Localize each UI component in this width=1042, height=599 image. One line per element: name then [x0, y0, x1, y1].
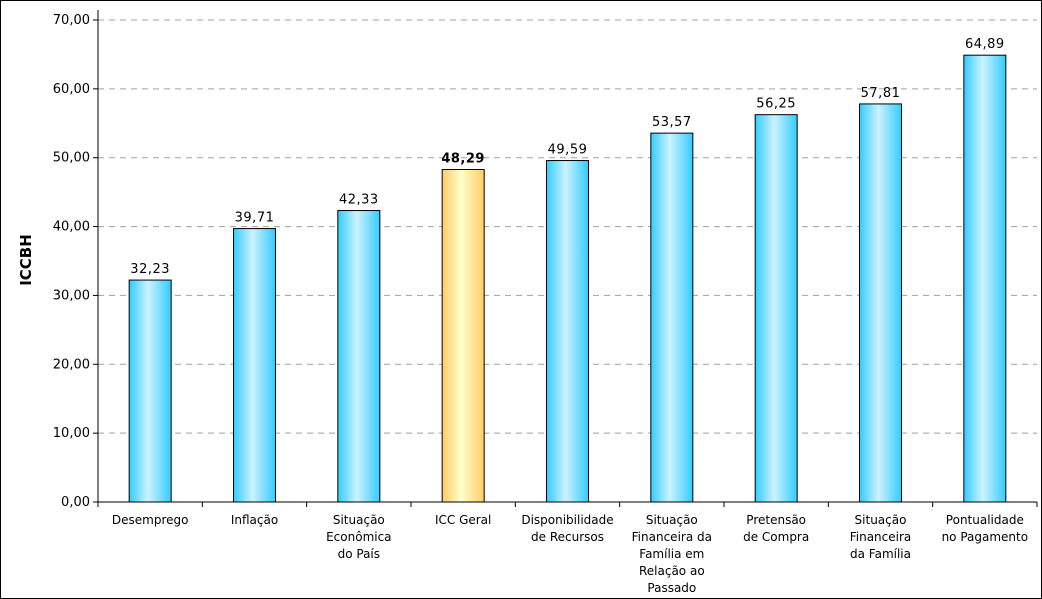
bar: [546, 160, 589, 503]
y-tick-label: 70,00: [53, 13, 90, 28]
x-tick-label: Pontualidade no Pagamento: [942, 513, 1029, 544]
bar: [337, 210, 381, 503]
data-label: 49,59: [548, 143, 588, 158]
y-tick-label: 60,00: [53, 82, 90, 97]
bar: [233, 228, 276, 503]
y-tick-label: 50,00: [53, 151, 90, 166]
bar-highlight: [441, 168, 485, 503]
x-tick-label: Pretensão de Compra: [743, 513, 809, 544]
y-tick-label: 30,00: [53, 288, 90, 303]
x-tick-label: Situação Financeira da Família em Relação a…: [632, 513, 712, 595]
data-label: 48,29: [441, 151, 485, 166]
data-label: 39,71: [235, 211, 275, 226]
data-label: 42,33: [339, 193, 379, 208]
y-tick-label: 0,00: [61, 495, 90, 510]
x-tick-label: ICC Geral: [435, 513, 491, 527]
data-label: 57,81: [861, 86, 901, 101]
bar: [128, 279, 172, 503]
bar: [650, 132, 694, 503]
bar: [859, 103, 902, 503]
x-tick-label: Desemprego: [112, 513, 189, 527]
data-label: 32,23: [130, 262, 170, 277]
x-tick-label: Inflação: [231, 513, 278, 527]
bar: [754, 114, 798, 503]
bar: [963, 54, 1007, 503]
x-tick-label: Disponibilidade de Recursos: [521, 513, 613, 544]
y-tick-label: 10,00: [53, 426, 90, 441]
y-tick-label: 20,00: [53, 357, 90, 372]
y-axis-label: ICCBH: [17, 234, 35, 286]
data-label: 56,25: [756, 97, 796, 112]
x-tick-label: Situação Econômica do País: [326, 513, 391, 561]
data-label: 64,89: [965, 37, 1005, 52]
y-tick-label: 40,00: [53, 220, 90, 235]
data-label: 53,57: [652, 115, 692, 130]
x-tick-label: Situação Financeira da Família: [850, 513, 912, 561]
